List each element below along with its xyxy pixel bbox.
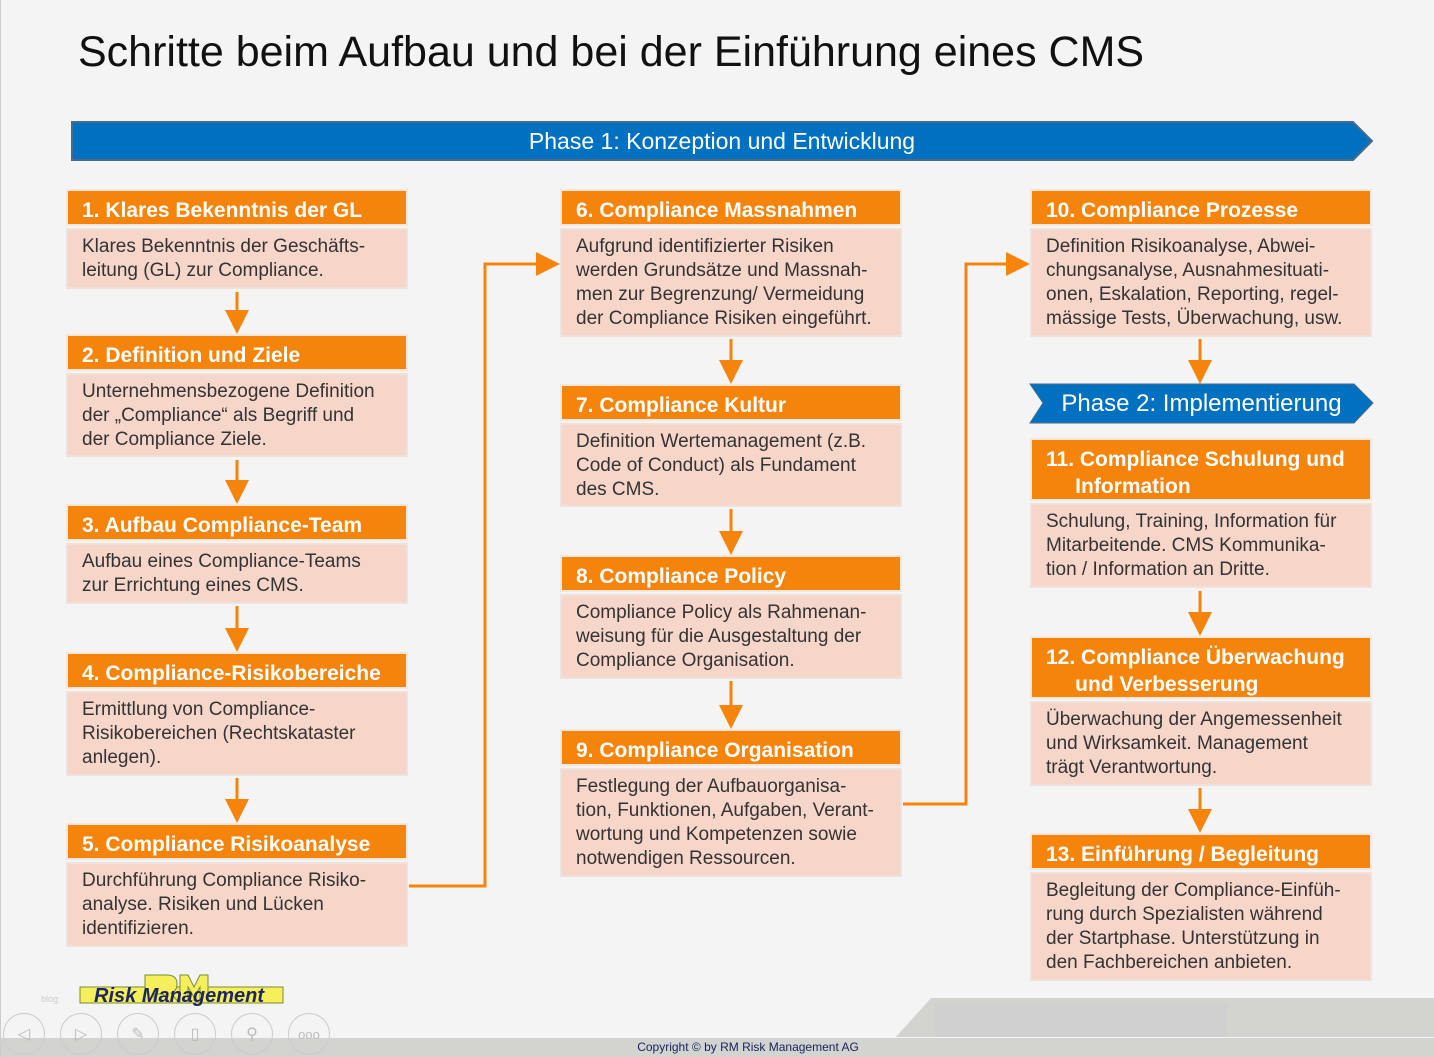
step-title: 9. Compliance Organisation: [560, 729, 902, 766]
step-4: 4. Compliance-Risikobereiche Ermittlung v…: [66, 652, 408, 776]
step-description: Definition Wertemanagement (z.B. Code of…: [560, 423, 902, 507]
logo-rm: [79, 974, 284, 1004]
step-title: 12. Compliance Überwachung und Verbesser…: [1030, 636, 1372, 699]
phase2-banner: Phase 2: Implementierung: [1029, 383, 1374, 424]
logo-m-shape: [179, 974, 209, 1004]
step-description: Schulung, Training, Information für Mita…: [1030, 503, 1372, 588]
zoom-icon[interactable]: ⚲: [231, 1013, 273, 1055]
step-7: 7. Compliance Kultur Definition Wertemana…: [560, 384, 902, 507]
phase1-label: Phase 1: Konzeption und Entwicklung: [528, 127, 916, 154]
more-icon: ooo: [298, 1026, 320, 1042]
step-description: Durchführung Compliance Risiko- analyse.…: [66, 862, 408, 947]
step-3: 3. Aufbau Compliance-Team Aufbau eines Co…: [66, 504, 408, 604]
logo-text: Risk Management: [94, 985, 265, 1007]
slides-icon[interactable]: ▯: [174, 1013, 216, 1055]
arrow-9-10: [903, 252, 1030, 806]
phase2-label: Phase 2: Implementierung: [1061, 389, 1342, 417]
step-title: 3. Aufbau Compliance-Team: [66, 504, 408, 541]
step-2: 2. Definition und Ziele Unternehmensbezog…: [66, 334, 408, 457]
step-6: 6. Compliance Massnahmen Aufgrund identif…: [560, 189, 902, 337]
step-description: Unternehmensbezogene Definition der „Com…: [66, 373, 408, 457]
blog-label: blog: [41, 994, 59, 1004]
step-description: Definition Risikoanalyse, Abwei- chungsa…: [1030, 228, 1372, 337]
step-5: 5. Compliance Risikoanalyse Durchführung …: [66, 823, 408, 947]
slide-title: Schritte beim Aufbau und bei der Einführ…: [78, 28, 1145, 76]
step-description: Begleitung der Compliance-Einfüh- rung d…: [1030, 872, 1372, 981]
step-title: 13. Einführung / Begleitung: [1030, 833, 1372, 870]
footer-shape: [895, 998, 1434, 1037]
step-title: 8. Compliance Policy: [560, 555, 902, 592]
footer-bar: [1, 1038, 1434, 1057]
phase2-arrow-shape: [1029, 383, 1374, 424]
step-description: Klares Bekenntnis der Geschäfts- leitung…: [66, 228, 408, 289]
logo-r-shape: [144, 974, 181, 1004]
arrow-5-6: [409, 252, 560, 888]
step-12: 12. Compliance Überwachung und Verbesser…: [1030, 636, 1372, 786]
step-description: Compliance Policy als Rahmenan- weisung …: [560, 594, 902, 679]
phase1-banner: Phase 1: Konzeption und Entwicklung: [71, 121, 1373, 161]
step-title: 11. Compliance Schulung und Information: [1030, 438, 1372, 501]
step-title: 10. Compliance Prozesse: [1030, 189, 1372, 226]
step-title: 7. Compliance Kultur: [560, 384, 902, 421]
step-description: Ermittlung von Compliance- Risikobereich…: [66, 691, 408, 776]
pen-icon[interactable]: ✎: [117, 1013, 159, 1055]
step-title: 6. Compliance Massnahmen: [560, 189, 902, 226]
step-8: 8. Compliance Policy Compliance Policy al…: [560, 555, 902, 679]
step-title: 5. Compliance Risikoanalyse: [66, 823, 408, 860]
next-icon[interactable]: ▷: [60, 1013, 102, 1055]
more-button[interactable]: ooo: [288, 1013, 330, 1055]
copyright: Copyright © by RM Risk Management AG: [637, 1040, 859, 1054]
step-title: 4. Compliance-Risikobereiche: [66, 652, 408, 689]
step-11: 11. Compliance Schulung und Information S…: [1030, 438, 1372, 588]
step-description: Aufgrund identifizierter Risiken werden …: [560, 228, 902, 337]
phase1-arrow-shape: [71, 121, 1373, 161]
step-13: 13. Einführung / Begleitung Begleitung de…: [1030, 833, 1372, 981]
step-9: 9. Compliance Organisation Festlegung der…: [560, 729, 902, 877]
step-1: 1. Klares Bekenntnis der GL Klares Bekenn…: [66, 189, 408, 289]
step-description: Festlegung der Aufbauorganisa- tion, Fun…: [560, 768, 902, 877]
step-description: Aufbau eines Compliance-Teams zur Errich…: [66, 543, 408, 604]
step-title: 1. Klares Bekenntnis der GL: [66, 189, 408, 226]
step-title: 2. Definition und Ziele: [66, 334, 408, 371]
previous-icon[interactable]: ◁: [3, 1013, 45, 1055]
step-description: Überwachung der Angemessenheit und Wirks…: [1030, 701, 1372, 786]
step-10: 10. Compliance Prozesse Definition Risiko…: [1030, 189, 1372, 337]
